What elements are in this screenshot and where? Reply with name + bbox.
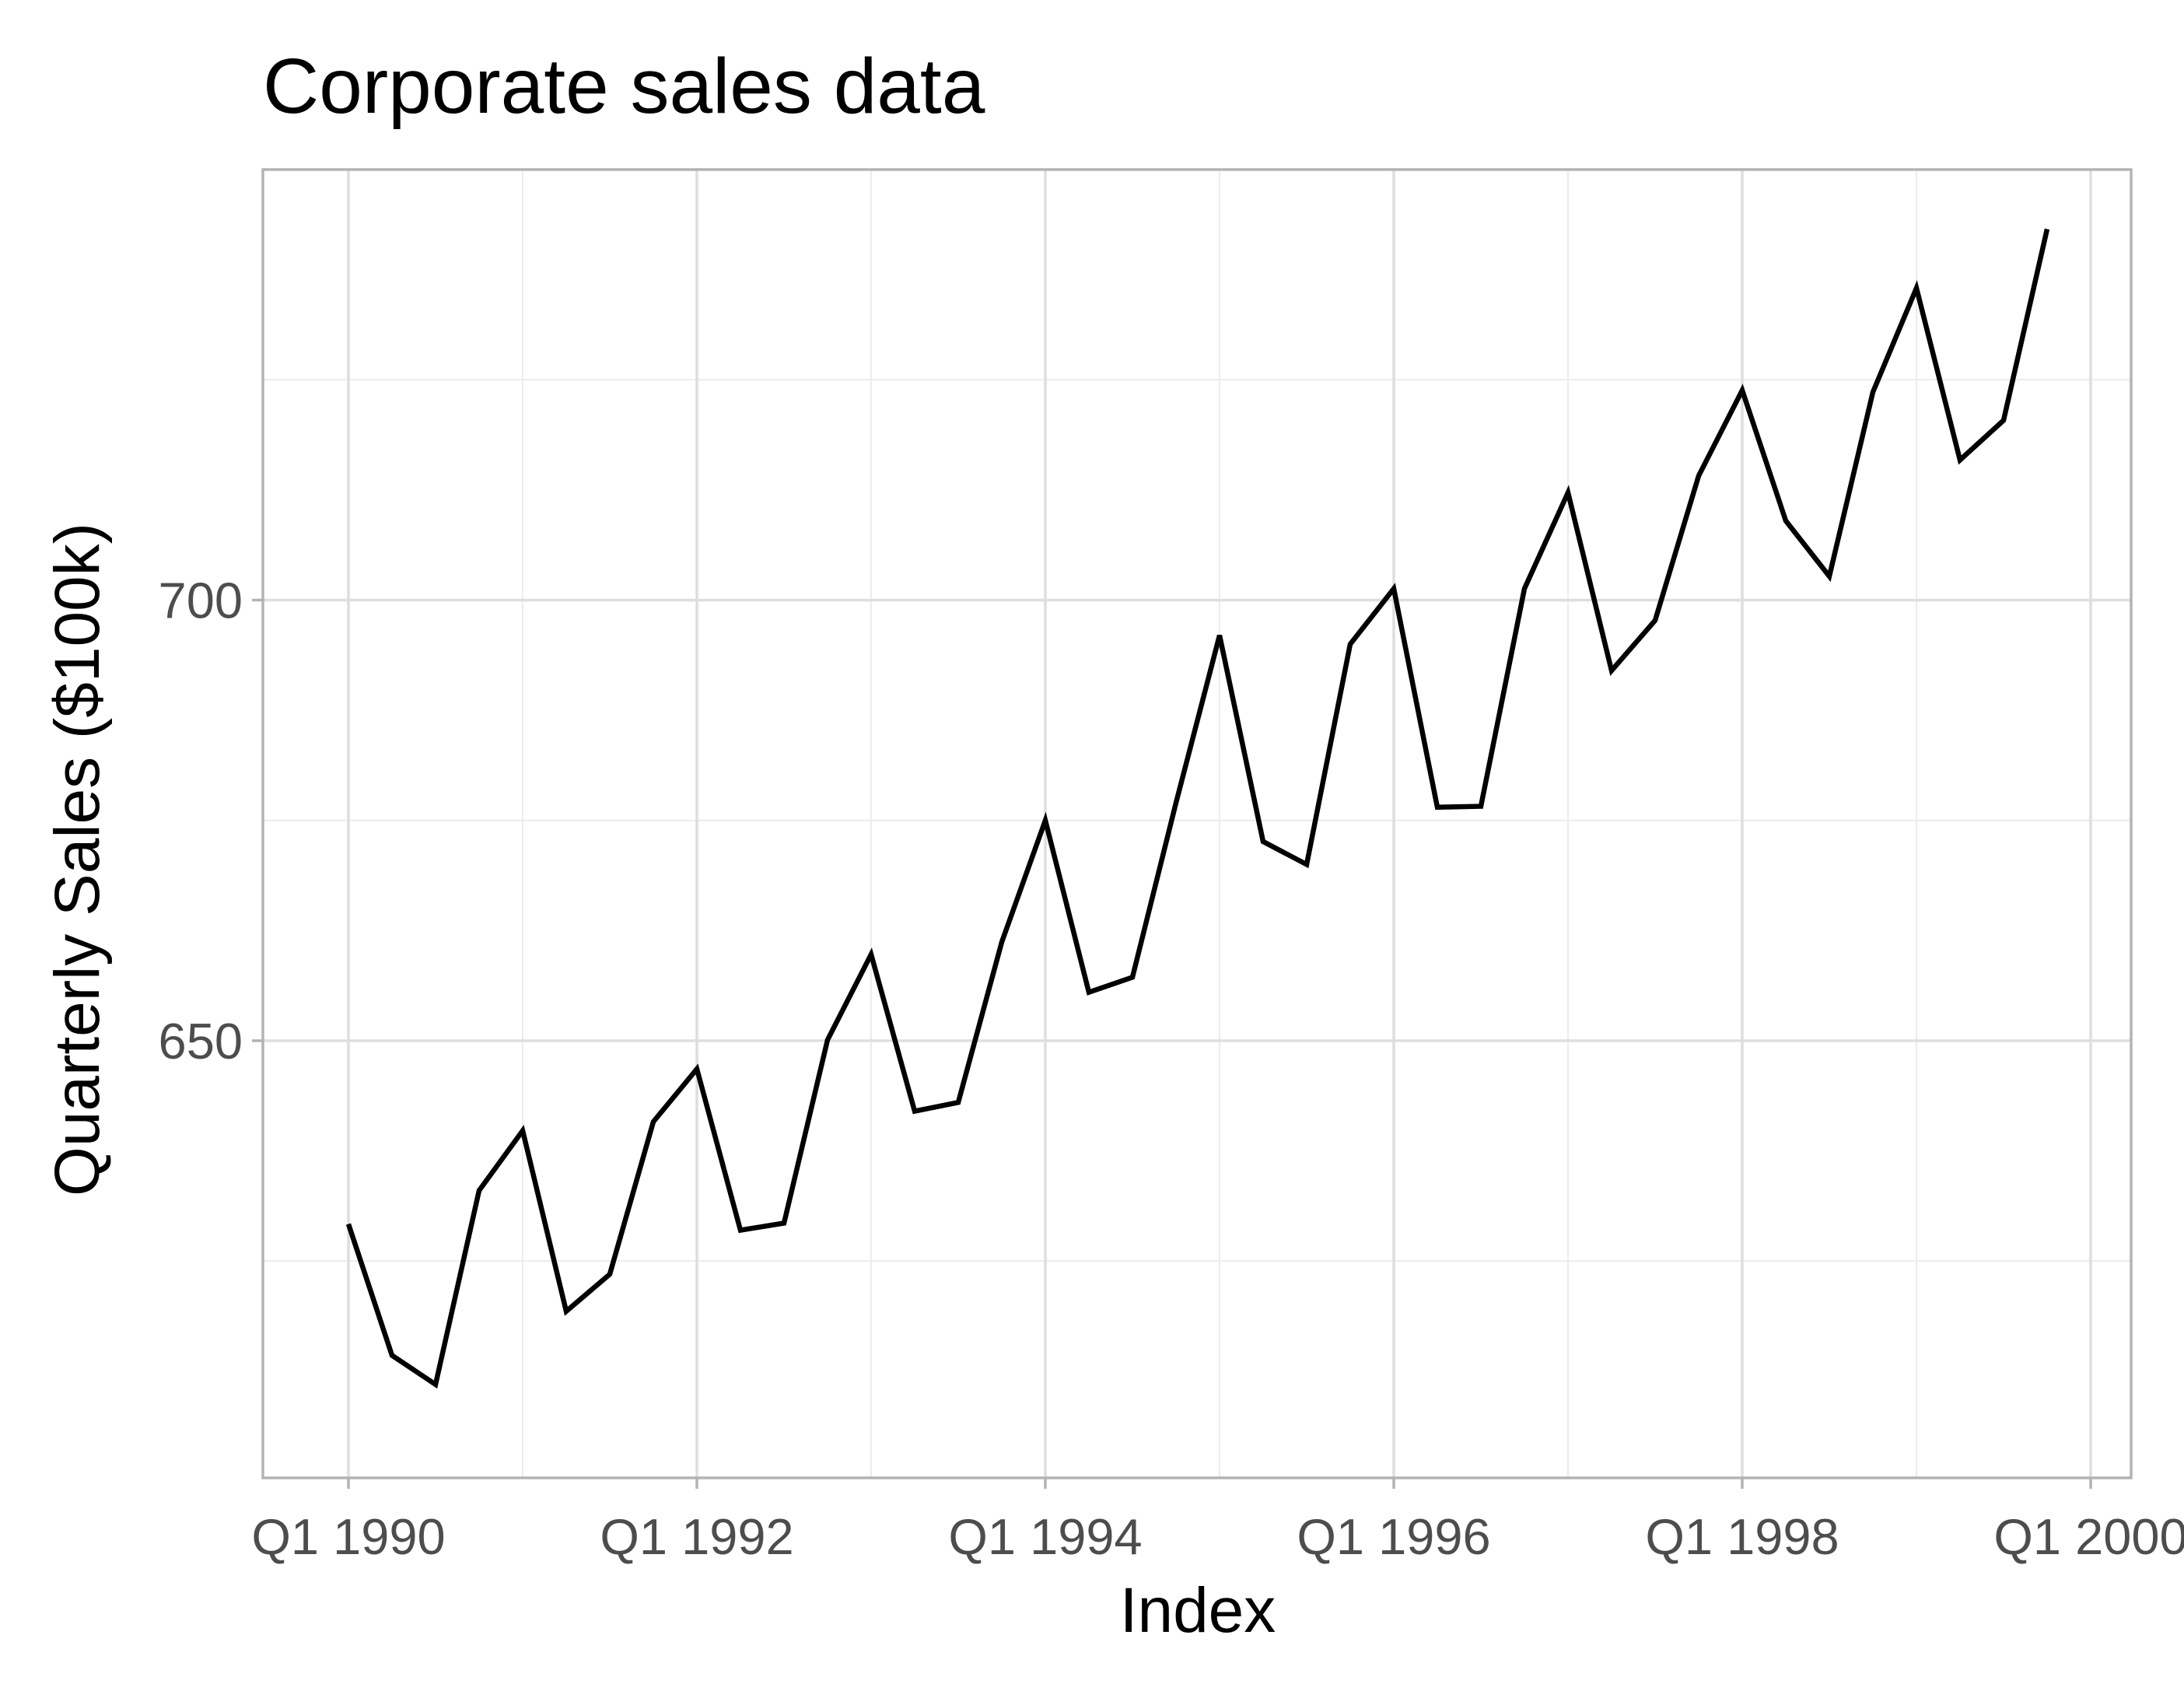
sales-series-line [345, 228, 2050, 1389]
panel-border [261, 168, 2133, 1479]
x-tick-label: Q1 2000 [1993, 1508, 2184, 1565]
x-tick-label: Q1 1998 [1645, 1508, 1839, 1565]
y-tick-label: 650 [159, 1013, 243, 1070]
minor-gridlines-x [522, 170, 1917, 1478]
x-tick-label: Q1 1990 [251, 1508, 445, 1565]
x-axis-ticks: Q1 1990 Q1 1992 Q1 1994 Q1 1996 Q1 1998 Q1 20… [251, 1478, 2184, 1565]
plot-panel [261, 168, 2133, 1479]
y-axis-title: Quarterly Sales ($100k) [42, 523, 113, 1196]
x-tick-label: Q1 1994 [948, 1508, 1142, 1565]
y-tick-label: 700 [159, 572, 243, 629]
y-axis-ticks: 650 700 [159, 572, 263, 1070]
major-gridlines-y [263, 598, 2131, 1042]
minor-gridlines-y [263, 379, 2131, 1262]
chart-title: Corporate sales data [263, 43, 985, 130]
x-axis-title: Index [1120, 1575, 1276, 1646]
x-tick-label: Q1 1992 [600, 1508, 793, 1565]
x-tick-label: Q1 1996 [1297, 1508, 1490, 1565]
